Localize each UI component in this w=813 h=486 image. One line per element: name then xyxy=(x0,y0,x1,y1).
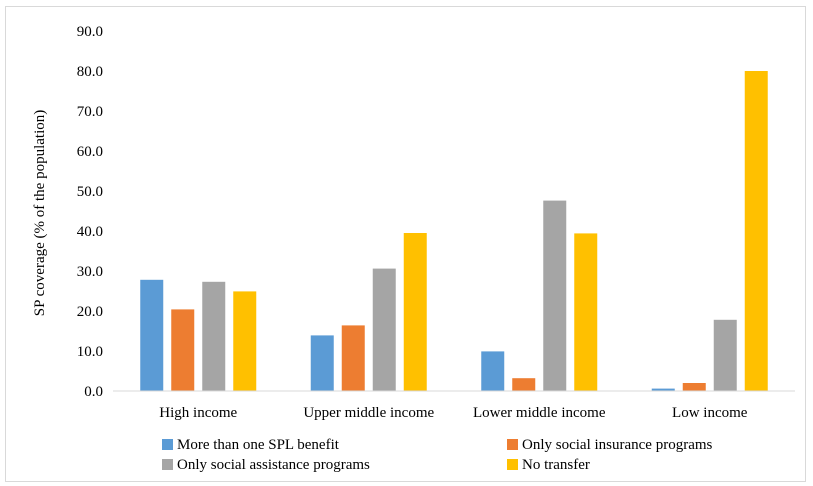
bar-3-3 xyxy=(744,71,768,391)
legend-item-2: Only social assistance programs xyxy=(162,457,370,474)
legend-swatch xyxy=(507,439,518,450)
x-tick-label: High income xyxy=(159,405,237,421)
bar-3-2 xyxy=(713,319,737,391)
y-tick-label: 40.0 xyxy=(77,224,103,240)
x-tick-label: Lower middle income xyxy=(473,405,606,421)
bar-2-1 xyxy=(512,378,536,391)
y-tick-label: 10.0 xyxy=(77,344,103,360)
y-tick-label: 20.0 xyxy=(77,304,103,320)
bar-3-1 xyxy=(682,383,706,391)
y-tick-label: 70.0 xyxy=(77,104,103,120)
y-tick-label: 50.0 xyxy=(77,184,103,200)
bar-2-0 xyxy=(481,351,505,391)
bar-2-3 xyxy=(574,233,598,391)
legend-item-1: Only social insurance programs xyxy=(507,437,712,454)
bar-1-0 xyxy=(310,335,334,391)
y-axis-title: SP coverage (% of the population) xyxy=(32,110,48,316)
x-tick-label: Upper middle income xyxy=(303,405,434,421)
legend-label: No transfer xyxy=(522,457,590,473)
bar-0-3 xyxy=(233,291,257,391)
legend-swatch xyxy=(162,459,173,470)
legend-item-0: More than one SPL benefit xyxy=(162,437,339,454)
y-tick-label: 60.0 xyxy=(77,144,103,160)
bar-0-1 xyxy=(171,309,195,391)
x-tick-label: Low income xyxy=(672,405,748,421)
legend-swatch xyxy=(507,459,518,470)
y-tick-label: 90.0 xyxy=(77,24,103,40)
legend-label: More than one SPL benefit xyxy=(177,437,339,453)
legend-item-3: No transfer xyxy=(507,457,590,474)
bar-3-0 xyxy=(651,388,675,391)
bar-1-3 xyxy=(403,233,427,391)
bar-0-2 xyxy=(202,281,226,391)
y-tick-label: 30.0 xyxy=(77,264,103,280)
bar-2-2 xyxy=(543,200,567,391)
legend-swatch xyxy=(162,439,173,450)
legend-label: Only social assistance programs xyxy=(177,457,370,473)
bar-0-0 xyxy=(140,279,164,391)
bar-1-1 xyxy=(341,325,365,391)
y-tick-label: 0.0 xyxy=(84,384,103,400)
y-tick-label: 80.0 xyxy=(77,64,103,80)
bar-1-2 xyxy=(372,268,396,391)
legend-label: Only social insurance programs xyxy=(522,437,713,453)
